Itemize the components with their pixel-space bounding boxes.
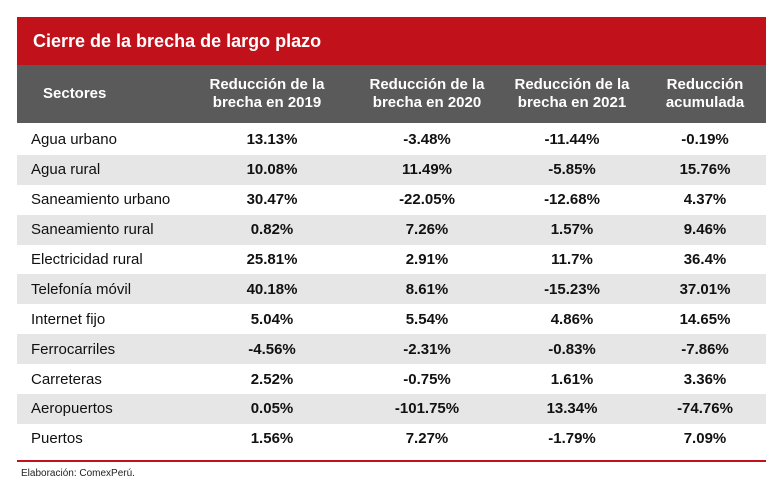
cell-sector: Puertos xyxy=(31,430,83,448)
cell-2021: -15.23% xyxy=(544,280,600,298)
cell-2019: 10.08% xyxy=(246,161,298,179)
cell-2020: -101.75% xyxy=(394,400,460,418)
cell-acumulada: 9.46% xyxy=(683,221,727,239)
cell-sector: Saneamiento urbano xyxy=(31,191,171,209)
cell-2019: 40.18% xyxy=(246,280,298,298)
cell-2019: 5.04% xyxy=(250,310,294,328)
cell-sector: Carreteras xyxy=(31,370,102,388)
cell-2021: -0.83% xyxy=(548,340,596,358)
cell-2019: 25.81% xyxy=(246,251,298,268)
table-row: Electricidad rural 25.81% 2.91% 11.7% 36.4% xyxy=(17,245,766,275)
cell-2020: -0.75% xyxy=(403,370,451,388)
header-2020: Reducción de la brecha en 2020 xyxy=(369,76,485,111)
table-row: Agua rural 10.08% 11.49% -5.85% 15.76% xyxy=(17,154,766,185)
cell-2021: 1.61% xyxy=(550,370,594,388)
cell-2019: -4.56% xyxy=(248,340,296,358)
table-row: Internet fijo 5.04% 5.54% 4.86% 14.65% xyxy=(17,304,766,334)
table-body: Agua urbano 13.13% -3.48% -11.44% -0.19% Agua… xyxy=(17,125,766,454)
cell-2020: 2.91% xyxy=(405,251,449,268)
cell-acumulada: 15.76% xyxy=(679,161,731,179)
cell-2020: 8.61% xyxy=(405,280,449,298)
cell-sector: Agua rural xyxy=(31,161,101,179)
cell-acumulada: -74.76% xyxy=(677,400,733,418)
cell-2019: 2.52% xyxy=(250,370,294,388)
title-bar: Cierre de la brecha de largo plazo xyxy=(17,17,766,65)
footer-divider xyxy=(17,460,766,462)
cell-acumulada: 14.65% xyxy=(679,310,731,328)
table-row: Agua urbano 13.13% -3.48% -11.44% -0.19% xyxy=(17,125,766,155)
cell-acumulada: 7.09% xyxy=(683,430,727,448)
cell-acumulada: 4.37% xyxy=(683,191,727,209)
cell-sector: Aeropuertos xyxy=(31,400,113,418)
table-row: Telefonía móvil 40.18% 8.61% -15.23% 37.01% xyxy=(17,274,766,305)
table-row: Carreteras 2.52% -0.75% 1.61% 3.36% xyxy=(17,364,766,394)
cell-2019: 1.56% xyxy=(250,430,294,448)
cell-acumulada: 36.4% xyxy=(683,251,727,268)
cell-2019: 0.05% xyxy=(250,400,294,418)
table-row: Aeropuertos 0.05% -101.75% 13.34% -74.76% xyxy=(17,394,766,424)
cell-acumulada: 3.36% xyxy=(683,370,727,388)
cell-2020: 5.54% xyxy=(405,310,449,328)
table-row: Saneamiento rural 0.82% 7.26% 1.57% 9.46% xyxy=(17,214,766,245)
table-row: Saneamiento urbano 30.47% -22.05% -12.68% 4.… xyxy=(17,185,766,215)
table-row: Puertos 1.56% 7.27% -1.79% 7.09% xyxy=(17,424,766,454)
cell-sector: Electricidad rural xyxy=(31,251,143,268)
cell-2021: -12.68% xyxy=(544,191,600,209)
cell-sector: Agua urbano xyxy=(31,131,117,149)
cell-2019: 13.13% xyxy=(246,131,298,149)
cell-acumulada: 37.01% xyxy=(679,280,731,298)
footer-note: Elaboración: ComexPerú. xyxy=(21,468,135,479)
cell-2020: 7.26% xyxy=(405,221,449,239)
cell-2021: 13.34% xyxy=(546,400,598,418)
cell-2020: 11.49% xyxy=(401,161,453,179)
cell-sector: Internet fijo xyxy=(31,310,106,328)
cell-2021: -5.85% xyxy=(548,161,596,179)
cell-2021: -11.44% xyxy=(544,131,600,149)
cell-sector: Ferrocarriles xyxy=(31,340,116,358)
header-sectores: Sectores xyxy=(43,85,107,102)
table-row: Ferrocarriles -4.56% -2.31% -0.83% -7.86% xyxy=(17,334,766,365)
cell-2019: 0.82% xyxy=(250,221,294,239)
cell-acumulada: -7.86% xyxy=(681,340,729,358)
cell-2020: -22.05% xyxy=(399,191,455,209)
table-title: Cierre de la brecha de largo plazo xyxy=(33,31,322,51)
cell-sector: Saneamiento rural xyxy=(31,221,154,239)
cell-2021: 1.57% xyxy=(550,221,594,239)
cell-2021: 4.86% xyxy=(550,310,594,328)
cell-acumulada: -0.19% xyxy=(681,131,729,149)
cell-2021: -1.79% xyxy=(548,430,596,448)
cell-2019: 30.47% xyxy=(246,191,298,209)
table-header: Sectores Reducción de la brecha en 2019 … xyxy=(17,65,766,123)
cell-2020: 7.27% xyxy=(405,430,449,448)
cell-2020: -2.31% xyxy=(403,340,451,358)
header-acumulada: Reducción acumulada xyxy=(665,76,745,111)
header-2021: Reducción de la brecha en 2021 xyxy=(514,76,630,111)
cell-2021: 11.7% xyxy=(551,251,593,268)
cell-2020: -3.48% xyxy=(403,131,451,149)
cell-sector: Telefonía móvil xyxy=(31,280,132,298)
header-2019: Reducción de la brecha en 2019 xyxy=(209,76,325,111)
